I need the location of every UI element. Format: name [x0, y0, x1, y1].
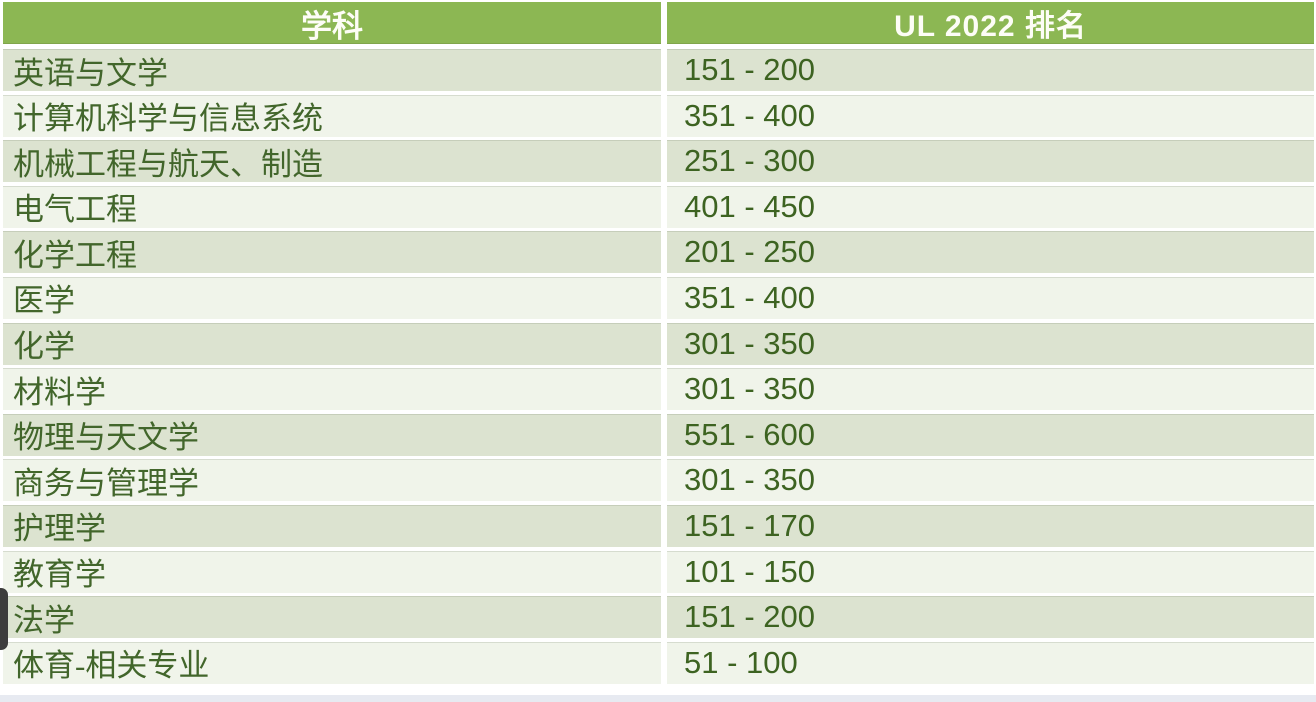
rank-cell: 301 - 350	[667, 368, 1314, 411]
rank-cell: 301 - 350	[667, 459, 1314, 502]
rank-cell: 401 - 450	[667, 185, 1314, 228]
table-row: 法学 151 - 200	[3, 596, 1314, 639]
subject-cell: 体育-相关专业	[3, 641, 661, 684]
table-row: 商务与管理学 301 - 350	[3, 459, 1314, 502]
next-row-partial	[0, 694, 1316, 702]
table-row: 化学 301 - 350	[3, 322, 1314, 365]
table-row: 护理学 151 - 170	[3, 504, 1314, 547]
table-row: 体育-相关专业 51 - 100	[3, 641, 1314, 684]
subject-cell: 英语与文学	[3, 49, 661, 91]
subject-cell: 商务与管理学	[3, 459, 661, 502]
table-row: 计算机科学与信息系统 351 - 400	[3, 94, 1314, 137]
rank-cell: 151 - 200	[667, 49, 1314, 91]
subject-cell: 法学	[3, 596, 661, 639]
rank-cell: 101 - 150	[667, 550, 1314, 593]
table-body: 英语与文学 151 - 200 计算机科学与信息系统 351 - 400 机械工程与航天…	[3, 49, 1314, 684]
rank-cell: 351 - 400	[667, 276, 1314, 319]
subject-cell: 物理与天文学	[3, 413, 661, 456]
rank-cell: 201 - 250	[667, 231, 1314, 274]
subject-cell: 化学工程	[3, 231, 661, 274]
column-header-subject: 学科	[3, 2, 661, 44]
table-row: 英语与文学 151 - 200	[3, 49, 1314, 91]
subject-cell: 护理学	[3, 504, 661, 547]
rank-cell: 151 - 200	[667, 596, 1314, 639]
table: 学科 UL 2022 排名 英语与文学 151 - 200 计算机科学与信息系统 35…	[3, 2, 1314, 684]
rank-cell: 151 - 170	[667, 504, 1314, 547]
table-header-row: 学科 UL 2022 排名	[3, 2, 1314, 44]
rank-cell: 51 - 100	[667, 641, 1314, 684]
subject-cell: 医学	[3, 276, 661, 319]
subject-cell: 计算机科学与信息系统	[3, 94, 661, 137]
table-row: 材料学 301 - 350	[3, 368, 1314, 411]
subject-cell: 电气工程	[3, 185, 661, 228]
table-row: 机械工程与航天、制造 251 - 300	[3, 140, 1314, 183]
rank-cell: 351 - 400	[667, 94, 1314, 137]
table-row: 教育学 101 - 150	[3, 550, 1314, 593]
table-row: 化学工程 201 - 250	[3, 231, 1314, 274]
subject-cell: 机械工程与航天、制造	[3, 140, 661, 183]
rank-cell: 251 - 300	[667, 140, 1314, 183]
subject-cell: 材料学	[3, 368, 661, 411]
rank-cell: 301 - 350	[667, 322, 1314, 365]
rank-cell: 551 - 600	[667, 413, 1314, 456]
column-header-ranking: UL 2022 排名	[667, 2, 1314, 44]
table-row: 物理与天文学 551 - 600	[3, 413, 1314, 456]
table-row: 医学 351 - 400	[3, 276, 1314, 319]
subject-cell: 化学	[3, 322, 661, 365]
table-row: 电气工程 401 - 450	[3, 185, 1314, 228]
side-drawer-handle[interactable]	[0, 588, 8, 650]
subject-cell: 教育学	[3, 550, 661, 593]
